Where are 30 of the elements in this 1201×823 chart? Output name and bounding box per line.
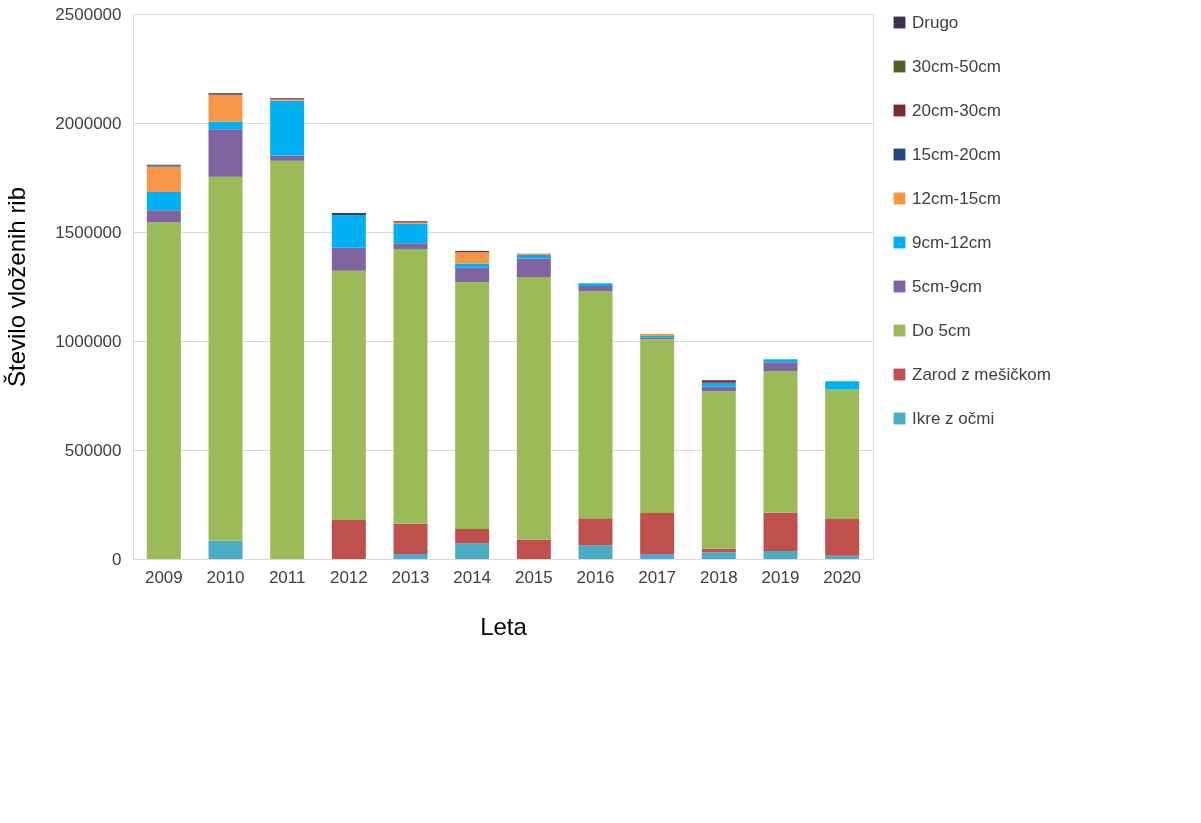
x-tick-label: 2012 (329, 567, 368, 587)
x-tick-label: 2018 (699, 567, 738, 587)
legend-label: Ikre z očmi (912, 408, 995, 428)
x-tick-label: 2009 (144, 567, 183, 587)
x-tick-label: 2015 (514, 567, 553, 587)
x-tick-label: 2019 (761, 567, 800, 587)
legend-label: 12cm-15cm (912, 188, 1001, 208)
y-tick-label: 1500000 (55, 222, 122, 242)
y-tick-label: 0 (112, 549, 122, 569)
legend-label: 15cm-20cm (912, 144, 1001, 164)
y-tick-label: 2000000 (55, 113, 122, 133)
x-tick-label: 2011 (268, 567, 306, 587)
x-tick-label: 2016 (576, 567, 615, 587)
legend-label: 9cm-12cm (912, 232, 992, 252)
y-tick-label: 2500000 (55, 4, 122, 24)
legend-label: 5cm-9cm (912, 276, 982, 296)
legend-label: Zarod z mešičkom (912, 364, 1051, 384)
x-tick-label: 2010 (206, 567, 245, 587)
y-axis-title: Število vloženih rib (3, 186, 31, 388)
legend-label: 20cm-30cm (912, 100, 1001, 120)
x-tick-label: 2013 (391, 567, 430, 587)
x-tick-label: 2014 (453, 567, 492, 587)
x-tick-label: 2017 (638, 567, 677, 587)
y-tick-label: 500000 (64, 440, 122, 460)
x-axis-title: Leta (480, 612, 528, 640)
legend-label: Drugo (912, 12, 959, 32)
legend-label: Do 5cm (912, 320, 971, 340)
legend-label: 30cm-50cm (912, 56, 1001, 76)
y-tick-label: 1000000 (55, 331, 122, 351)
x-tick-label: 2020 (823, 567, 862, 587)
